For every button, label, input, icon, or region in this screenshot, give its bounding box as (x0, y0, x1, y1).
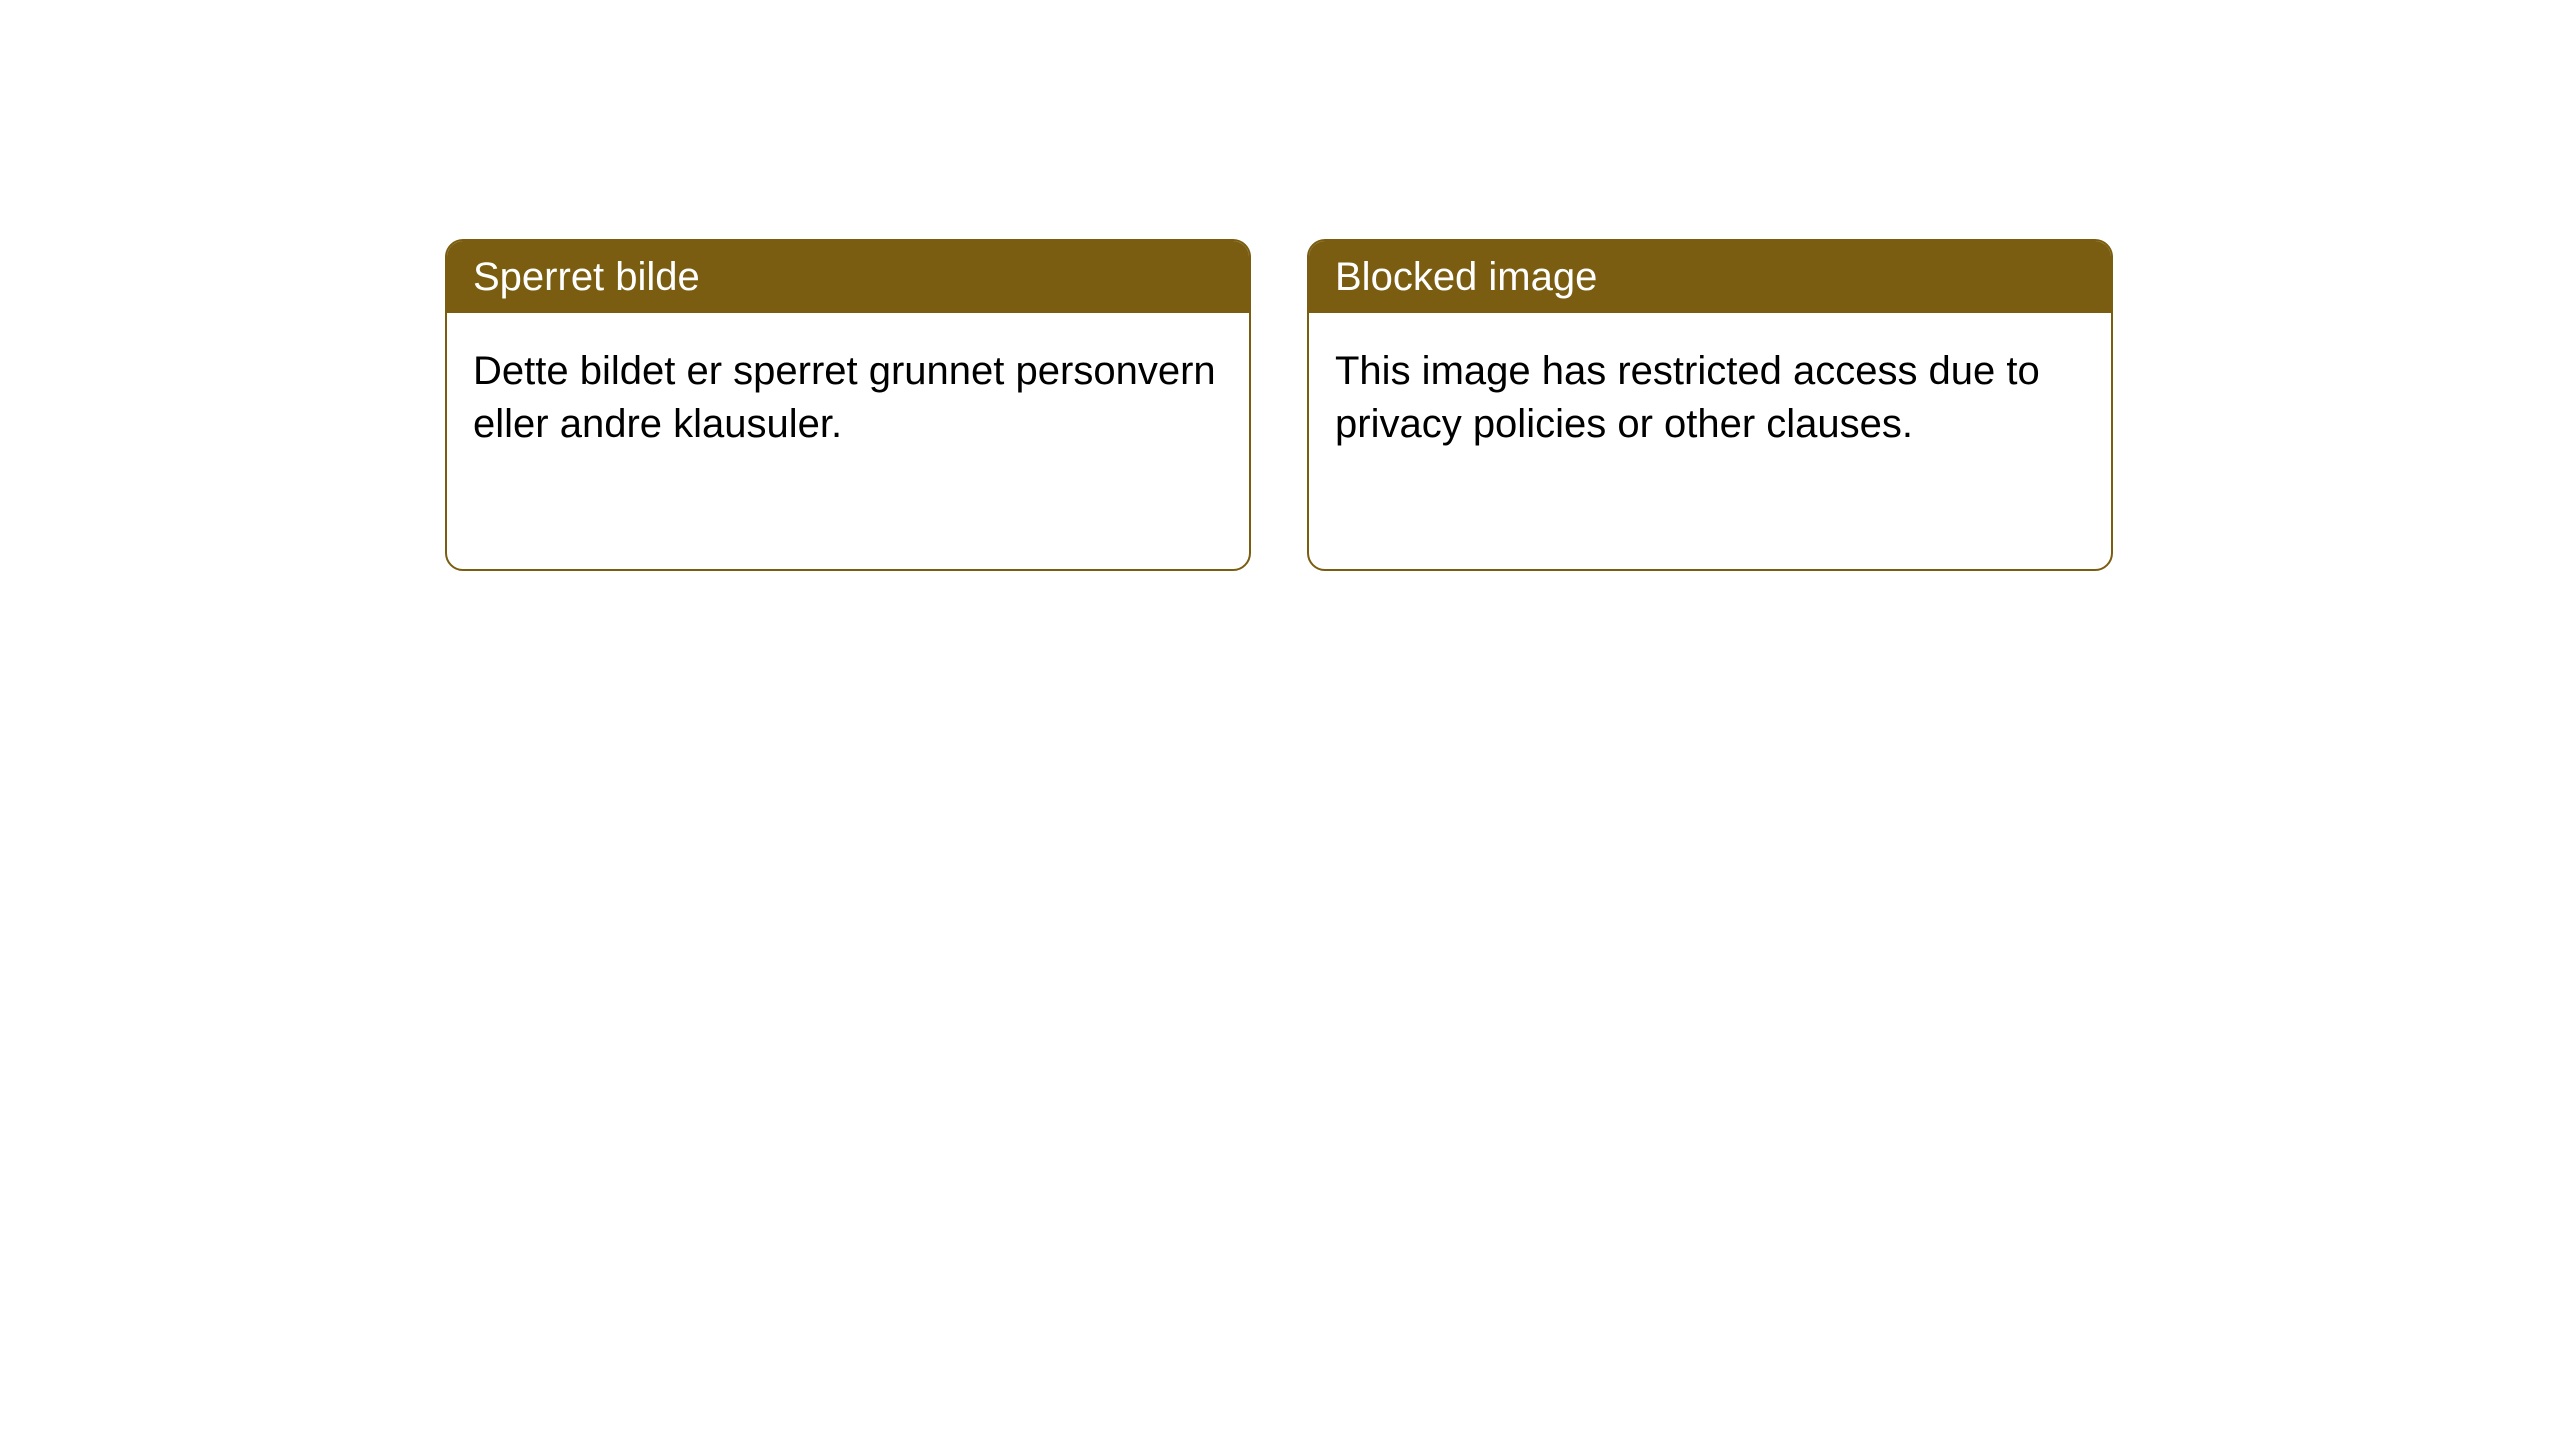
notice-body: Dette bildet er sperret grunnet personve… (447, 313, 1249, 483)
notice-body-text: Dette bildet er sperret grunnet personve… (473, 349, 1216, 446)
notice-body-text: This image has restricted access due to … (1335, 349, 2040, 446)
notice-card-norwegian: Sperret bilde Dette bildet er sperret gr… (445, 239, 1251, 571)
notice-title-text: Sperret bilde (473, 255, 700, 299)
notice-card-english: Blocked image This image has restricted … (1307, 239, 2113, 571)
notice-header: Sperret bilde (447, 241, 1249, 313)
notice-header: Blocked image (1309, 241, 2111, 313)
notice-title-text: Blocked image (1335, 255, 1597, 299)
notice-body: This image has restricted access due to … (1309, 313, 2111, 483)
notice-container: Sperret bilde Dette bildet er sperret gr… (445, 239, 2113, 571)
